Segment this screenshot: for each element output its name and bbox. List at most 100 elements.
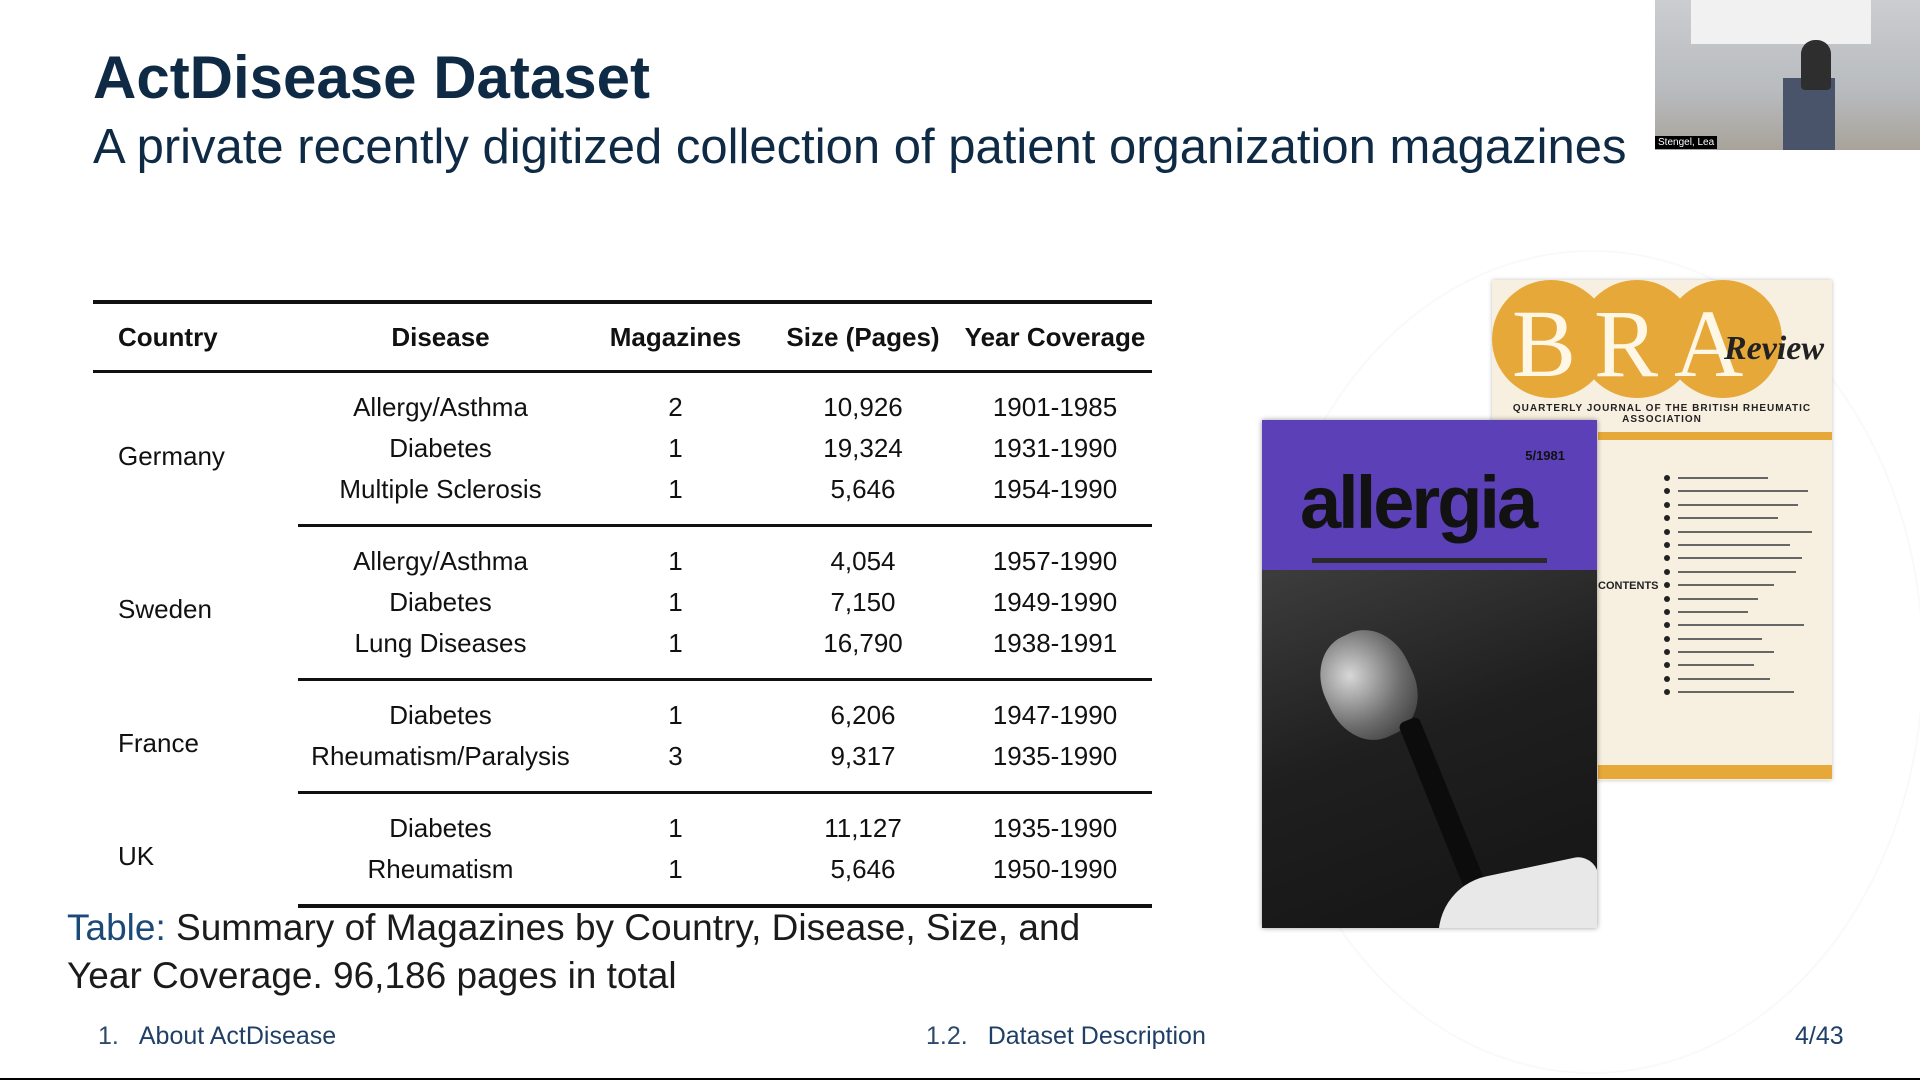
contents-entry — [1664, 499, 1812, 511]
table-row: Lung Diseases 1 16,790 1938-1991 — [93, 623, 1152, 681]
caption-label: Table: — [67, 907, 166, 948]
magazines-cell: 3 — [583, 736, 768, 794]
contents-text-line — [1678, 517, 1778, 520]
webcam-projector-screen — [1691, 0, 1871, 44]
size-cell: 7,150 — [830, 587, 896, 617]
table-row: France Diabetes 1 6,206 1947-1990 — [93, 680, 1152, 758]
header-size: Size (Pages) — [768, 300, 958, 373]
size-cell: 4,054 — [830, 546, 896, 576]
country-cell: UK — [118, 840, 155, 871]
table-row: Rheumatism 1 5,646 1950-1990 — [93, 849, 1152, 908]
contents-text-line — [1678, 664, 1754, 667]
footer-section-number: 1. — [98, 1022, 119, 1050]
bullet-icon — [1664, 541, 1670, 548]
webcam-name-label: Stengel, Lea — [1655, 136, 1718, 149]
allergia-issue-number: 5/1981 — [1525, 448, 1565, 463]
allergia-masthead: 5/1981 allergia — [1262, 420, 1597, 570]
contents-entry — [1664, 593, 1812, 605]
table-row: Germany Allergy/Asthma 2 10,926 1901-1985 — [93, 372, 1152, 471]
contents-text-line — [1678, 490, 1808, 493]
footer-section[interactable]: 1. About ActDisease — [98, 1022, 336, 1051]
contents-entry — [1664, 646, 1812, 658]
magazines-cell: 1 — [668, 546, 683, 576]
contents-entry — [1664, 566, 1812, 578]
bullet-icon — [1664, 582, 1670, 589]
contents-text-line — [1678, 503, 1798, 506]
contents-entry — [1664, 673, 1812, 685]
contents-text-line — [1678, 477, 1768, 479]
contents-entry — [1664, 472, 1812, 484]
bullet-icon — [1664, 662, 1670, 669]
table-body: Germany Allergy/Asthma 2 10,926 1901-1985 Dia… — [93, 372, 1152, 908]
year-coverage-cell: 1935-1990 — [992, 813, 1118, 843]
gavel-photo — [1262, 570, 1597, 928]
table-row: Diabetes 1 7,150 1949-1990 — [93, 582, 1152, 623]
size-cell: 6,206 — [830, 700, 896, 730]
contents-text-line — [1678, 530, 1812, 533]
contents-entry — [1664, 579, 1812, 591]
bullet-icon — [1664, 475, 1670, 481]
magazines-cell: 1 — [583, 623, 768, 681]
year-coverage-cell: 1901-1985 — [992, 392, 1118, 422]
caption-text: Summary of Magazines by Country, Disease… — [67, 907, 1081, 996]
bra-review-cover: B R A Review QUARTERLY JOURNAL OF THE BR… — [1492, 280, 1832, 780]
contents-text-line — [1678, 677, 1770, 680]
bra-letter-b: B — [1512, 290, 1577, 397]
contents-text-line — [1678, 691, 1794, 694]
year-coverage-cell: 1950-1990 — [958, 849, 1152, 908]
bullet-icon — [1664, 608, 1670, 615]
speaker-webcam: Stengel, Lea — [1655, 0, 1920, 150]
bullet-icon — [1664, 675, 1670, 682]
disease-cell: Allergy/Asthma — [353, 392, 528, 422]
webcam-podium — [1783, 78, 1835, 150]
size-cell: 5,646 — [768, 849, 958, 908]
bullet-icon — [1664, 622, 1670, 629]
bra-journal-subtitle: QUARTERLY JOURNAL OF THE BRITISH RHEUMAT… — [1512, 403, 1812, 425]
table-header-row: Country Disease Magazines Size (Pages) Y… — [93, 300, 1152, 373]
slide-subtitle: A private recently digitized collection … — [93, 120, 1627, 174]
magazine-summary-table: Country Disease Magazines Size (Pages) Y… — [93, 300, 1152, 908]
size-cell: 16,790 — [768, 623, 958, 681]
year-coverage-cell: 1949-1990 — [992, 587, 1118, 617]
disease-cell: Diabetes — [389, 587, 492, 617]
bullet-icon — [1664, 488, 1670, 495]
disease-cell: Allergy/Asthma — [353, 546, 528, 576]
contents-text-line — [1678, 651, 1774, 654]
magazines-cell: 1 — [583, 469, 768, 527]
allergia-title: allergia — [1300, 461, 1538, 544]
bra-contents-list — [1664, 472, 1812, 700]
bra-circle-a — [1664, 280, 1782, 398]
size-cell: 19,324 — [823, 433, 903, 463]
disease-cell: Multiple Sclerosis — [298, 469, 583, 527]
bullet-icon — [1664, 501, 1670, 508]
size-cell: 5,646 — [768, 469, 958, 527]
header-magazines: Magazines — [583, 300, 768, 373]
table-row: UK Diabetes 1 11,127 1935-1990 — [93, 793, 1152, 871]
footer-subsection-title: Dataset Description — [987, 1022, 1206, 1050]
footer-section-title: About ActDisease — [138, 1022, 337, 1050]
bullet-icon — [1664, 528, 1670, 535]
contents-entry — [1664, 526, 1812, 538]
slide-title: ActDisease Dataset — [93, 44, 650, 111]
contents-entry — [1664, 552, 1812, 564]
contents-entry — [1664, 633, 1812, 645]
magazines-cell: 1 — [668, 813, 683, 843]
contents-entry — [1664, 606, 1812, 618]
country-cell: Sweden — [118, 594, 212, 624]
bullet-icon — [1664, 568, 1670, 575]
contents-text-line — [1678, 637, 1762, 640]
contents-text-line — [1678, 557, 1802, 560]
contents-entry — [1664, 485, 1812, 497]
contents-text-line — [1678, 570, 1796, 573]
size-cell: 9,317 — [768, 736, 958, 794]
footer-page-number: 4/43 — [1795, 1022, 1844, 1050]
contents-entry — [1664, 619, 1812, 631]
footer-subsection[interactable]: 1.2. Dataset Description — [926, 1022, 1206, 1051]
bra-letter-a: A — [1674, 290, 1744, 397]
table-row: Rheumatism/Paralysis 3 9,317 1935-1990 — [93, 736, 1152, 794]
year-coverage-cell: 1957-1990 — [992, 546, 1118, 576]
table-row: Diabetes 1 19,324 1931-1990 — [93, 428, 1152, 469]
bra-letter-r: R — [1594, 290, 1659, 397]
year-coverage-cell: 1935-1990 — [958, 736, 1152, 794]
